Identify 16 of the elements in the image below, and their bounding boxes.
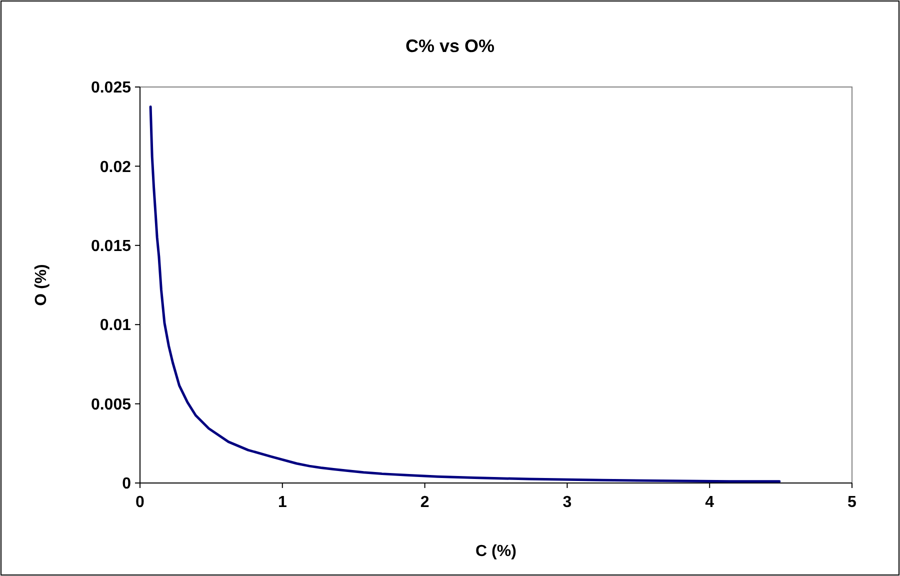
x-tick-label: 2 — [420, 494, 430, 511]
line-series — [149, 106, 781, 483]
y-tick-label: 0.025 — [90, 80, 132, 97]
x-tick-label: 0 — [136, 494, 145, 511]
y-tick-label: 0 — [122, 476, 132, 493]
x-tick-label: 4 — [705, 494, 714, 511]
y-tick-label: 0.015 — [90, 238, 132, 255]
y-tick-label: 0.005 — [90, 396, 132, 414]
x-axis-title: C (%) — [476, 543, 516, 560]
y-axis-title: O (%) — [33, 264, 50, 306]
x-tick-label: 5 — [848, 494, 857, 511]
chart-title: C% vs O% — [405, 36, 495, 56]
y-tick-label: 0.01 — [100, 317, 132, 334]
y-tick-label: 0.02 — [100, 158, 132, 176]
x-tick-label: 1 — [278, 494, 287, 511]
x-tick-label: 3 — [562, 494, 572, 511]
